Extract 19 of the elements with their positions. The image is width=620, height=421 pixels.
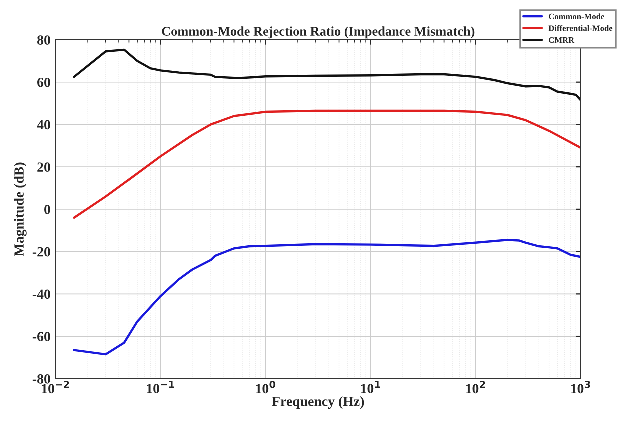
y-tick-label: 80: [38, 36, 50, 45]
x-tick-label: 10$^{−1}$: [147, 380, 174, 394]
y-tick-label: 60: [38, 78, 50, 88]
y-tick-label: -20: [32, 247, 50, 257]
legend-label: CMRR: [549, 37, 575, 44]
y-axis-title: Magnitude (dB): [14, 162, 27, 256]
y-tick-label: -40: [32, 290, 50, 300]
x-tick-label: 10$^{1}$: [361, 380, 380, 394]
x-axis-title: Frequency (Hz): [272, 396, 364, 410]
x-tick-label: 10$^{3}$: [571, 380, 590, 394]
chart-title: Common-Mode Rejection Ratio (Impedance Mismatch): [162, 26, 475, 39]
legend-label: Common-Mode: [549, 14, 604, 20]
legend-label: Differential-Mode: [548, 25, 613, 32]
x-tick-label: 10$^{2}$: [466, 380, 486, 394]
y-tick-label: 40: [37, 120, 50, 130]
y-tick-label: -60: [32, 332, 50, 342]
y-tick-label: 0: [44, 205, 50, 214]
x-tick-label: 10$^{0}$: [256, 380, 276, 394]
y-tick-label: 20: [38, 162, 50, 172]
